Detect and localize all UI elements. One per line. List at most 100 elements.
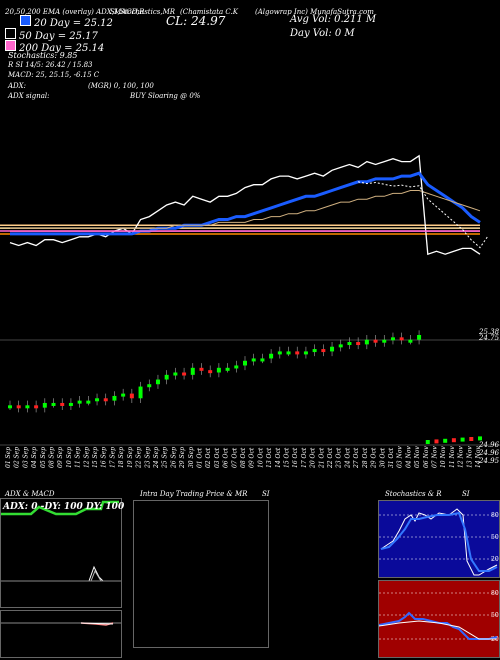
mgr-label: (MGR) 0, 100, 100 xyxy=(88,82,154,90)
candle-body xyxy=(286,351,291,355)
x-tick-label: 23 Oct xyxy=(336,447,343,469)
candle-body xyxy=(417,335,422,340)
candle-body xyxy=(147,384,152,388)
price-axis-top2: 24.75 xyxy=(479,334,500,342)
price-axis-b2: 24.96 xyxy=(479,449,500,457)
x-tick-label: 10 Nov xyxy=(440,446,447,468)
x-tick-label: 30 Oct xyxy=(379,447,386,468)
header-source: (Algowrap Inc) MunafaSutra.com xyxy=(255,8,374,16)
day-volume: Day Vol: 0 M xyxy=(290,28,355,39)
volume-candle xyxy=(478,436,482,441)
rsi-tick: 80 xyxy=(491,590,499,597)
x-tick-label: 27 Oct xyxy=(353,447,360,469)
candle-body xyxy=(364,339,369,345)
intraday-panel-si: SI xyxy=(262,490,270,498)
candle-body xyxy=(86,400,91,404)
candle-body xyxy=(399,337,404,341)
x-tick-label: 20 Oct xyxy=(310,447,317,469)
header-line-left: 20,50,200 EMA (overlay) ADX,MACD,R xyxy=(5,8,145,16)
candle-body xyxy=(51,402,56,406)
x-tick-label: 09 Oct xyxy=(249,447,256,468)
x-tick-label: 15 Oct xyxy=(284,447,291,468)
macd-signal-line xyxy=(80,622,114,625)
candle-body xyxy=(338,344,343,348)
adx-signal-label: ADX signal: xyxy=(8,92,50,100)
close-price: CL: 24.97 xyxy=(166,14,226,28)
ema20-label: 20 Day = 25.12 xyxy=(20,15,113,29)
candle-body xyxy=(251,358,256,362)
ema20-swatch xyxy=(20,15,31,26)
candle-body xyxy=(77,400,82,404)
x-tick-label: 04 Sep xyxy=(31,447,38,468)
price-line xyxy=(9,154,481,256)
candle-body xyxy=(277,351,282,355)
adx-panel-title: ADX & MACD xyxy=(5,490,55,498)
x-tick-label: 09 Sep xyxy=(57,447,64,468)
price-axis-b3: 24.95 xyxy=(479,457,500,465)
header-title: (Chamistata C.K xyxy=(180,8,238,16)
x-tick-label: 10 Oct xyxy=(257,447,264,468)
x-tick-label: 30 Sep xyxy=(188,447,195,468)
rsi-label: R SI 14/5: 26.42 / 15.83 xyxy=(8,61,93,69)
candle-body xyxy=(25,405,30,409)
rsi-line xyxy=(379,611,498,640)
x-tick-label: 11 Sep xyxy=(75,447,82,468)
ema20-line xyxy=(10,171,481,236)
x-tick-label: 21 Oct xyxy=(318,447,325,469)
x-tick-label: 22 Sep xyxy=(136,447,143,469)
stoch-k-line xyxy=(380,508,498,576)
candle-body xyxy=(260,358,265,362)
price-axis-top: 25.38 xyxy=(479,328,500,336)
x-tick-label: 17 Oct xyxy=(301,447,308,468)
header-line-mid: SI,Stochastics,MR xyxy=(110,8,176,16)
candle-body xyxy=(269,353,274,359)
x-tick-label: 15 Sep xyxy=(92,447,99,468)
intraday-panel-title: Intra Day Trading Price & MR xyxy=(140,490,248,498)
candle-body xyxy=(173,372,178,376)
volume-candle xyxy=(451,438,456,443)
x-tick-label: 16 Oct xyxy=(292,447,299,468)
x-tick-label: 17 Sep xyxy=(109,447,116,468)
x-tick-label: 11 Nov xyxy=(449,446,456,468)
candle-body xyxy=(321,349,326,353)
volume-candle xyxy=(443,438,448,443)
candle-body xyxy=(295,351,300,355)
ema50-label: 50 Day = 25.17 xyxy=(5,28,98,42)
candle-body xyxy=(330,346,335,352)
adx-line xyxy=(88,565,104,582)
ema200-label: 200 Day = 25.14 xyxy=(5,40,104,54)
candle-body xyxy=(356,342,361,346)
ema50-swatch xyxy=(5,28,16,39)
candle-body xyxy=(164,374,169,380)
x-tick-label: 24 Sep xyxy=(153,447,160,469)
x-tick-label: 10 Sep xyxy=(66,447,73,468)
stoch-tick: 20 xyxy=(491,556,499,563)
macd-plot xyxy=(1,622,121,626)
candle-body xyxy=(121,393,126,397)
x-tick-label: 06 Oct xyxy=(223,447,230,468)
candle-body xyxy=(199,367,204,371)
avg-volume: Avg Vol: 0.211 M xyxy=(290,14,377,25)
x-tick-label: 12 Nov xyxy=(458,446,465,468)
candle-body xyxy=(216,367,221,373)
forecast-dotted-line xyxy=(357,181,489,249)
candle-body xyxy=(303,351,308,355)
candle-body xyxy=(138,386,143,399)
adx-line-2 xyxy=(90,569,102,582)
candle-body xyxy=(390,337,395,341)
stochastics-label: Stochastics: 9.85 xyxy=(8,51,78,60)
rsi-panel: 80 50 20 xyxy=(378,580,500,658)
stoch-panel-title: Stochastics & R xyxy=(385,490,442,498)
candle-body xyxy=(155,379,160,385)
rsi-tick: 50 xyxy=(491,612,499,619)
candle-body xyxy=(312,349,317,353)
candle-body xyxy=(16,405,21,409)
x-tick-label: 16 Sep xyxy=(101,447,108,468)
x-tick-label: 04 Nov xyxy=(405,446,412,468)
stoch-panel-si: SI xyxy=(462,490,470,498)
intraday-panel xyxy=(133,500,269,648)
x-tick-label: 13 Nov xyxy=(466,446,473,468)
macd-label: MACD: 25, 25.15, -6.15 C xyxy=(8,71,100,79)
x-tick-label: 02 Sep xyxy=(14,447,21,468)
